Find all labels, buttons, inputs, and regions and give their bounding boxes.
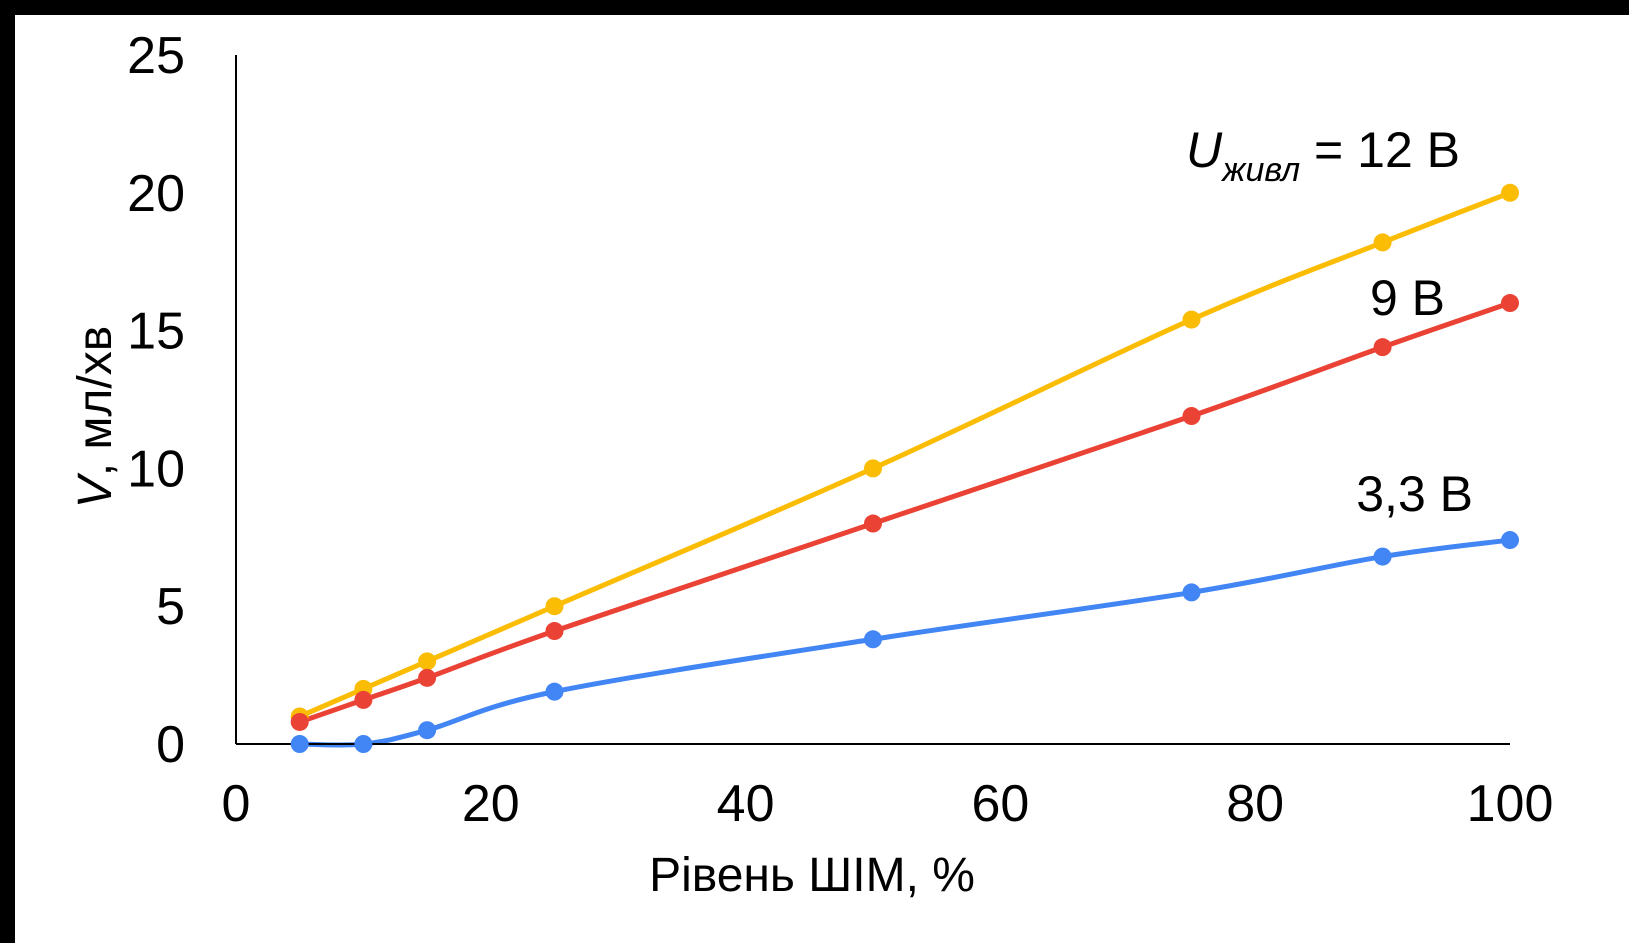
series-label-12v: Uживл = 12 В: [1186, 122, 1460, 189]
series-label-12v-rest: = 12 В: [1300, 122, 1460, 178]
x-tick-label-40: 40: [717, 775, 775, 833]
data-point-s9-5: [290, 712, 309, 731]
data-point-s9-100: [1501, 294, 1519, 313]
y-tick-label-25: 25: [127, 27, 185, 85]
series-label-9v: 9 В: [1370, 270, 1445, 326]
data-point-s12-90: [1373, 233, 1392, 252]
series-label-12v-subscript: живл: [1220, 151, 1300, 189]
data-point-s9-25: [545, 622, 564, 641]
data-point-s33-5: [290, 735, 309, 753]
y-tick-label-15: 15: [127, 303, 185, 361]
x-tick-label-60: 60: [971, 775, 1029, 833]
y-tick-label-10: 10: [127, 440, 185, 498]
data-point-s33-25: [545, 682, 564, 701]
series-label-3-3v: 3,3 В: [1356, 466, 1473, 522]
data-point-s9-10: [354, 690, 373, 709]
data-point-s12-25: [545, 597, 564, 616]
y-tick-labels: 0 5 10 15 20 25: [127, 27, 185, 774]
data-point-s12-15: [418, 652, 437, 671]
x-tick-label-0: 0: [222, 775, 251, 833]
x-axis-title: Рівень ШІМ, %: [649, 849, 975, 902]
x-tick-label-100: 100: [1467, 775, 1554, 833]
y-tick-label-0: 0: [156, 716, 185, 774]
data-point-s12-50: [864, 459, 882, 478]
data-point-s9-15: [418, 668, 437, 687]
plot-points-group: [290, 183, 1519, 753]
series-line-s33: [297, 537, 1513, 748]
y-axis-title-rest: , мл/хв: [69, 326, 122, 477]
data-point-s33-100: [1501, 531, 1519, 550]
y-axis-title: V, мл/хв: [69, 326, 122, 509]
series-label-12v-symbol: U: [1186, 122, 1223, 178]
data-point-s33-75: [1182, 583, 1201, 602]
y-tick-label-5: 5: [156, 578, 185, 636]
chart-card: 0 5 10 15 20 25 0 20 40 60 80 100 Рівень ШІМ, % V,…: [15, 15, 1629, 943]
line-chart: 0 5 10 15 20 25 0 20 40 60 80 100 Рівень ШІМ, % V,…: [69, 27, 1554, 902]
data-point-s12-75: [1182, 310, 1201, 329]
data-point-s9-50: [864, 514, 882, 533]
data-point-s9-75: [1182, 407, 1201, 426]
series-line-s9: [297, 300, 1513, 725]
data-point-s33-90: [1373, 547, 1392, 566]
y-axis-title-symbol: V: [69, 472, 122, 508]
y-tick-label-20: 20: [127, 165, 185, 223]
data-point-s9-90: [1373, 338, 1392, 357]
plot-series-group: [297, 190, 1513, 748]
x-tick-label-20: 20: [462, 775, 520, 833]
series-line-s12: [297, 190, 1513, 719]
data-point-s12-100: [1501, 183, 1519, 202]
data-point-s33-10: [354, 735, 373, 753]
x-tick-label-80: 80: [1226, 775, 1284, 833]
data-point-s33-15: [418, 721, 437, 740]
x-tick-labels: 0 20 40 60 80 100: [222, 775, 1554, 833]
data-point-s33-50: [864, 630, 882, 649]
